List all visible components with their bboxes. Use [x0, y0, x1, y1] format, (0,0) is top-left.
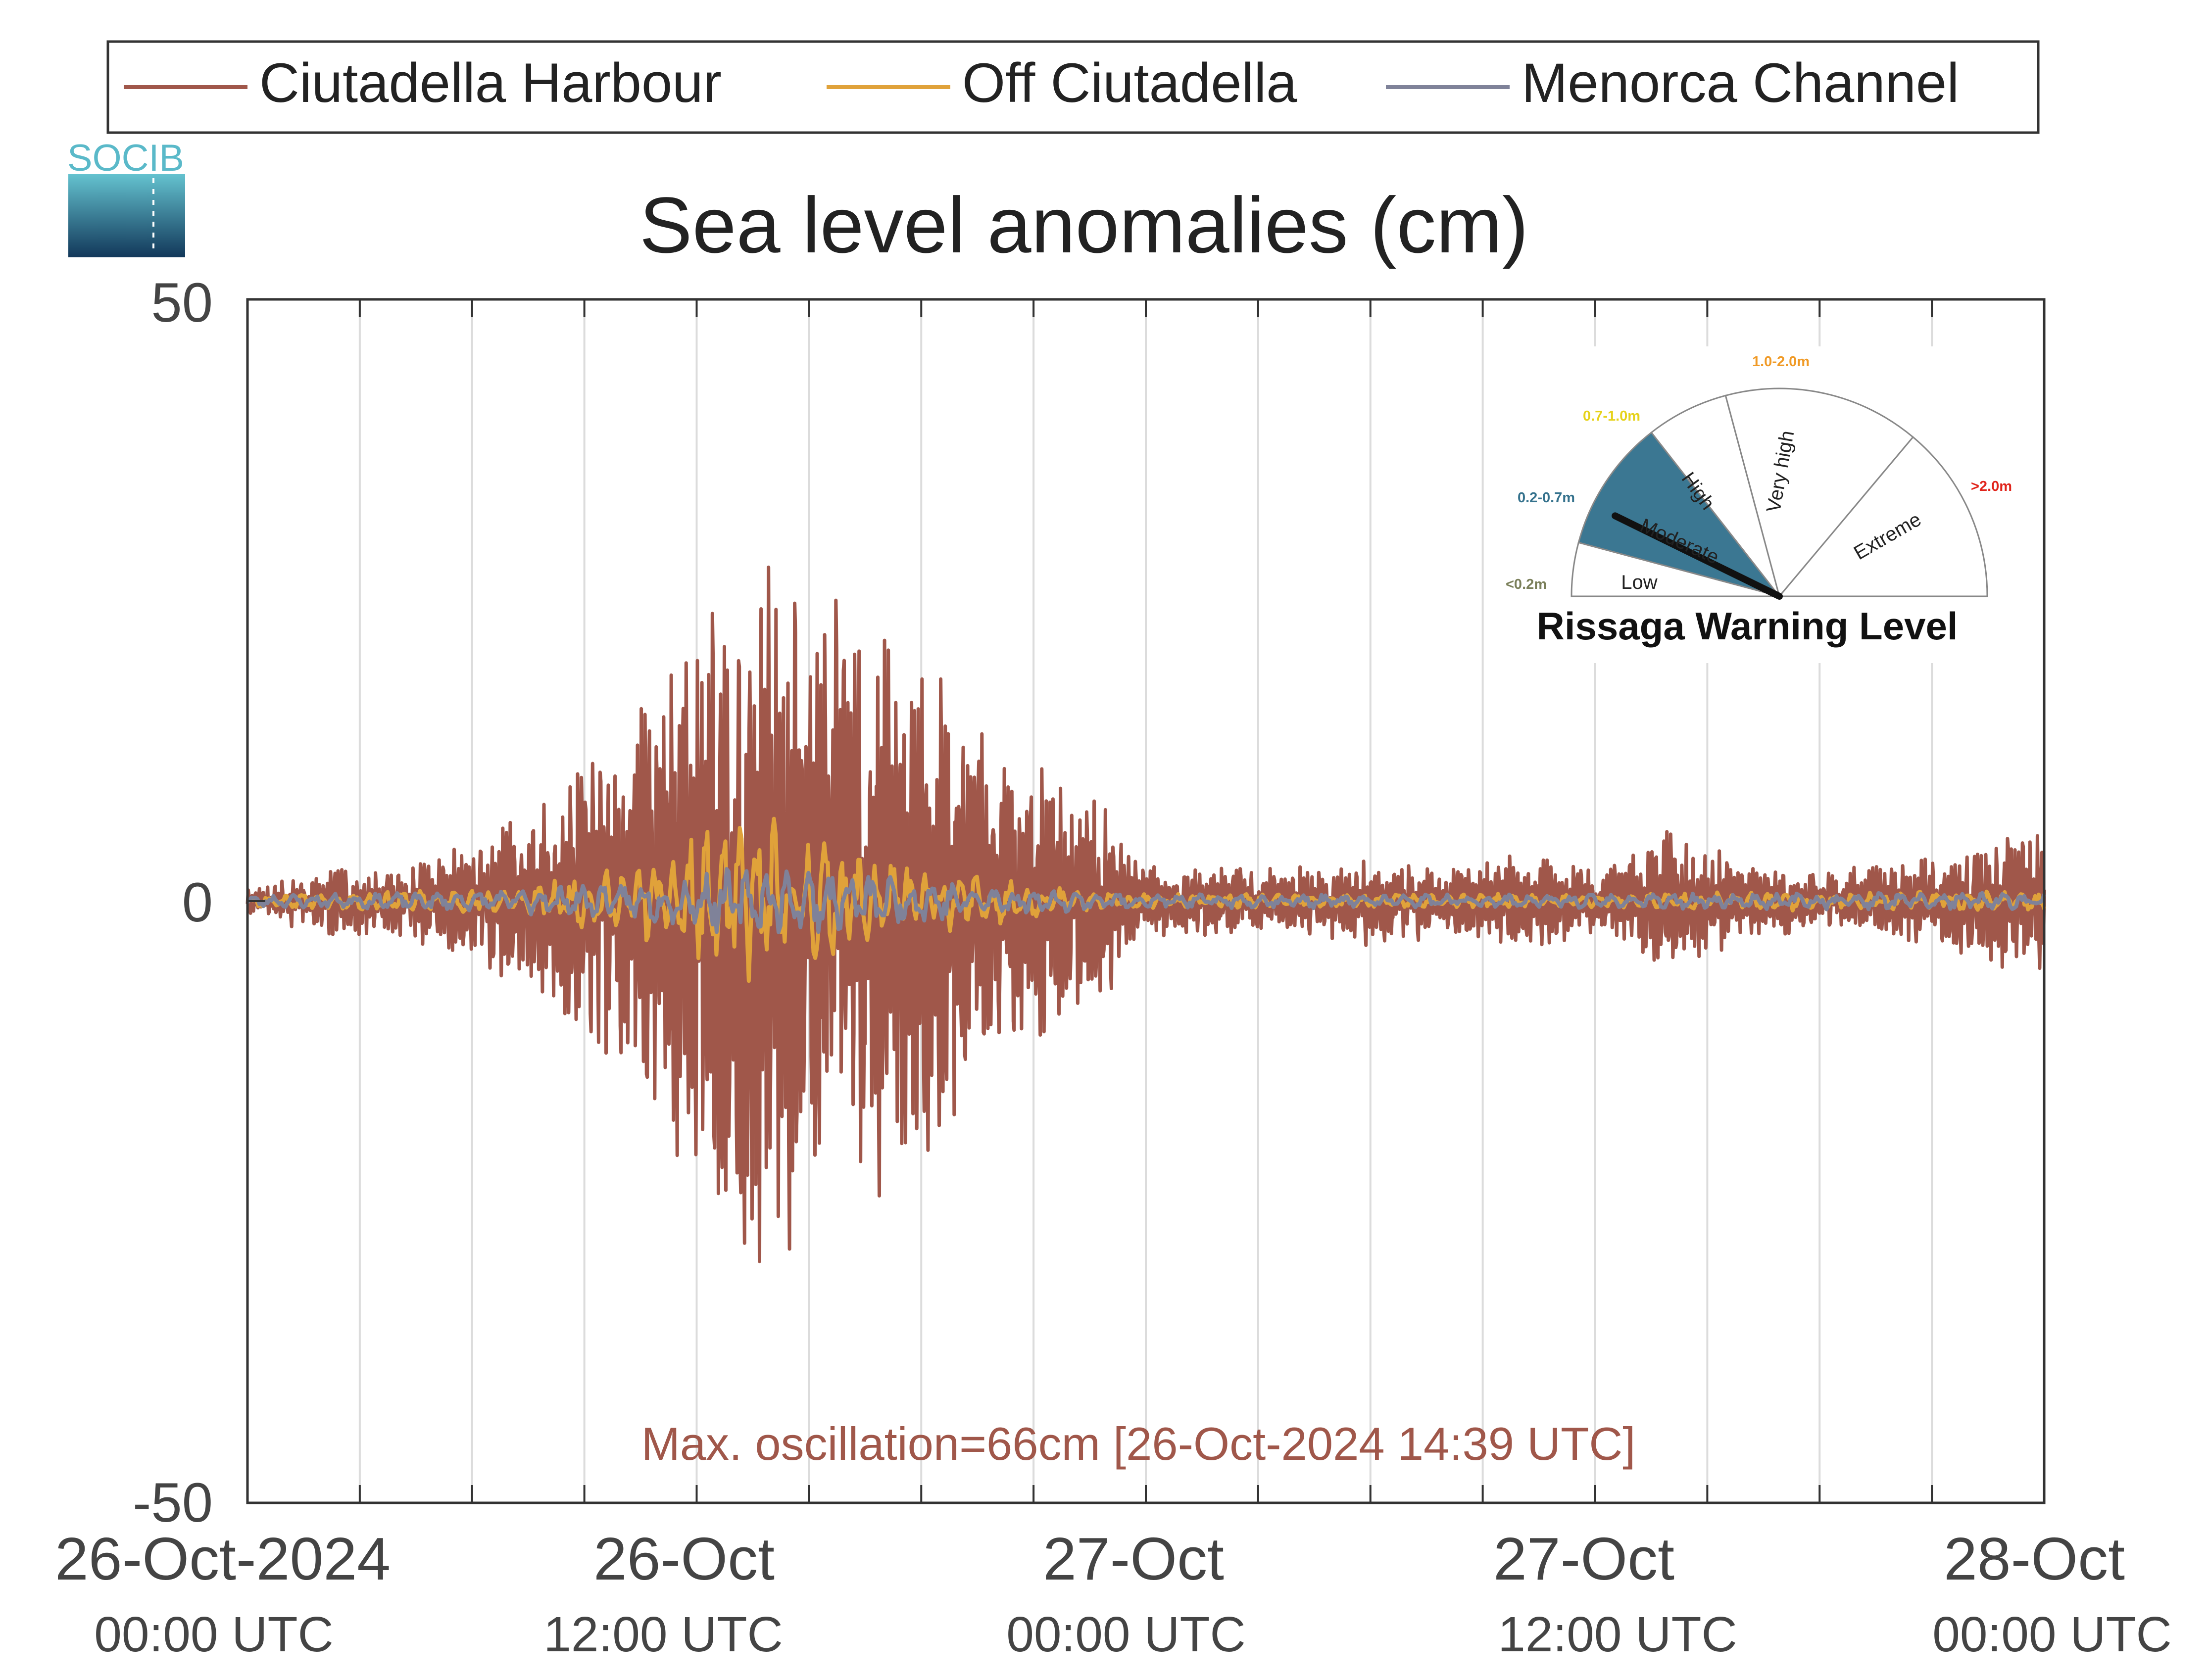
gauge-range-moderate: 0.2-0.7m	[1518, 490, 1575, 506]
x-tick-date-0: 26-Oct-2024	[55, 1525, 391, 1592]
gauge-sector-very-high	[1724, 387, 1914, 598]
gauge-sector-high	[1650, 394, 1780, 597]
x-tick-time-0: 00:00 UTC	[94, 1607, 334, 1662]
y-tick-label-zero: 0	[182, 871, 213, 933]
gauge-sector-extreme	[1777, 436, 1988, 597]
axis-ticks	[246, 298, 2045, 1504]
x-tick-date-3: 27-Oct	[1493, 1525, 1674, 1592]
legend-item-menorca-channel: Menorca Channel	[1386, 52, 1959, 114]
gauge-range-low: <0.2m	[1506, 576, 1547, 592]
y-tick-label-top: 50	[151, 272, 213, 334]
series-layer	[245, 565, 2046, 1263]
legend-label-ciutadella-harbour: Ciutadella Harbour	[259, 52, 722, 114]
legend-label-menorca-channel: Menorca Channel	[1522, 52, 1959, 114]
logo-wordmark: SOCIB	[67, 137, 184, 179]
legend-box	[106, 40, 2040, 134]
x-tick-date-2: 27-Oct	[1043, 1525, 1224, 1592]
x-tick-time-4: 00:00 UTC	[1932, 1607, 2172, 1662]
max-oscillation-annotation: Max. oscillation=66cm [26-Oct-2024 14:39…	[641, 1418, 1636, 1470]
x-tick-time-1: 12:00 UTC	[543, 1607, 783, 1662]
y-tick-label-bottom: -50	[133, 1472, 213, 1534]
chart-title: Sea level anomalies (cm)	[639, 181, 1528, 269]
x-tick-date-1: 26-Oct	[593, 1525, 775, 1592]
legend-item-ciutadella-harbour: Ciutadella Harbour	[124, 52, 722, 114]
gauge-needle	[1612, 512, 1783, 600]
rissaga-gauge: Low Moderate High Very high Extreme <0.2…	[1505, 346, 2019, 663]
gauge-sector-moderate	[1577, 431, 1781, 598]
socib-logo: SOCIB	[67, 137, 185, 257]
legend-label-off-ciutadella: Off Ciutadella	[962, 52, 1297, 114]
x-tick-time-2: 00:00 UTC	[1006, 1607, 1246, 1662]
x-tick-date-4: 28-Oct	[1944, 1525, 2125, 1592]
x-tick-time-3: 12:00 UTC	[1498, 1607, 1737, 1662]
gauge-range-high: 0.7-1.0m	[1583, 408, 1640, 424]
gauge-title: Rissaga Warning Level	[1536, 604, 1958, 648]
legend-item-off-ciutadella: Off Ciutadella	[827, 52, 1297, 114]
gauge-range-veryhigh: 1.0-2.0m	[1752, 354, 1810, 370]
gauge-level-low-name: Low	[1621, 572, 1657, 593]
series-line-menorca-channel	[245, 867, 2046, 934]
logo-wave-block	[68, 174, 185, 257]
gauge-range-extreme: >2.0m	[1971, 479, 2012, 494]
x-tick-labels: 26-Oct-2024 00:00 UTC 26-Oct 12:00 UTC 2…	[55, 1525, 2172, 1662]
legend: Ciutadella Harbour Off Ciutadella Menorc…	[106, 40, 2040, 134]
